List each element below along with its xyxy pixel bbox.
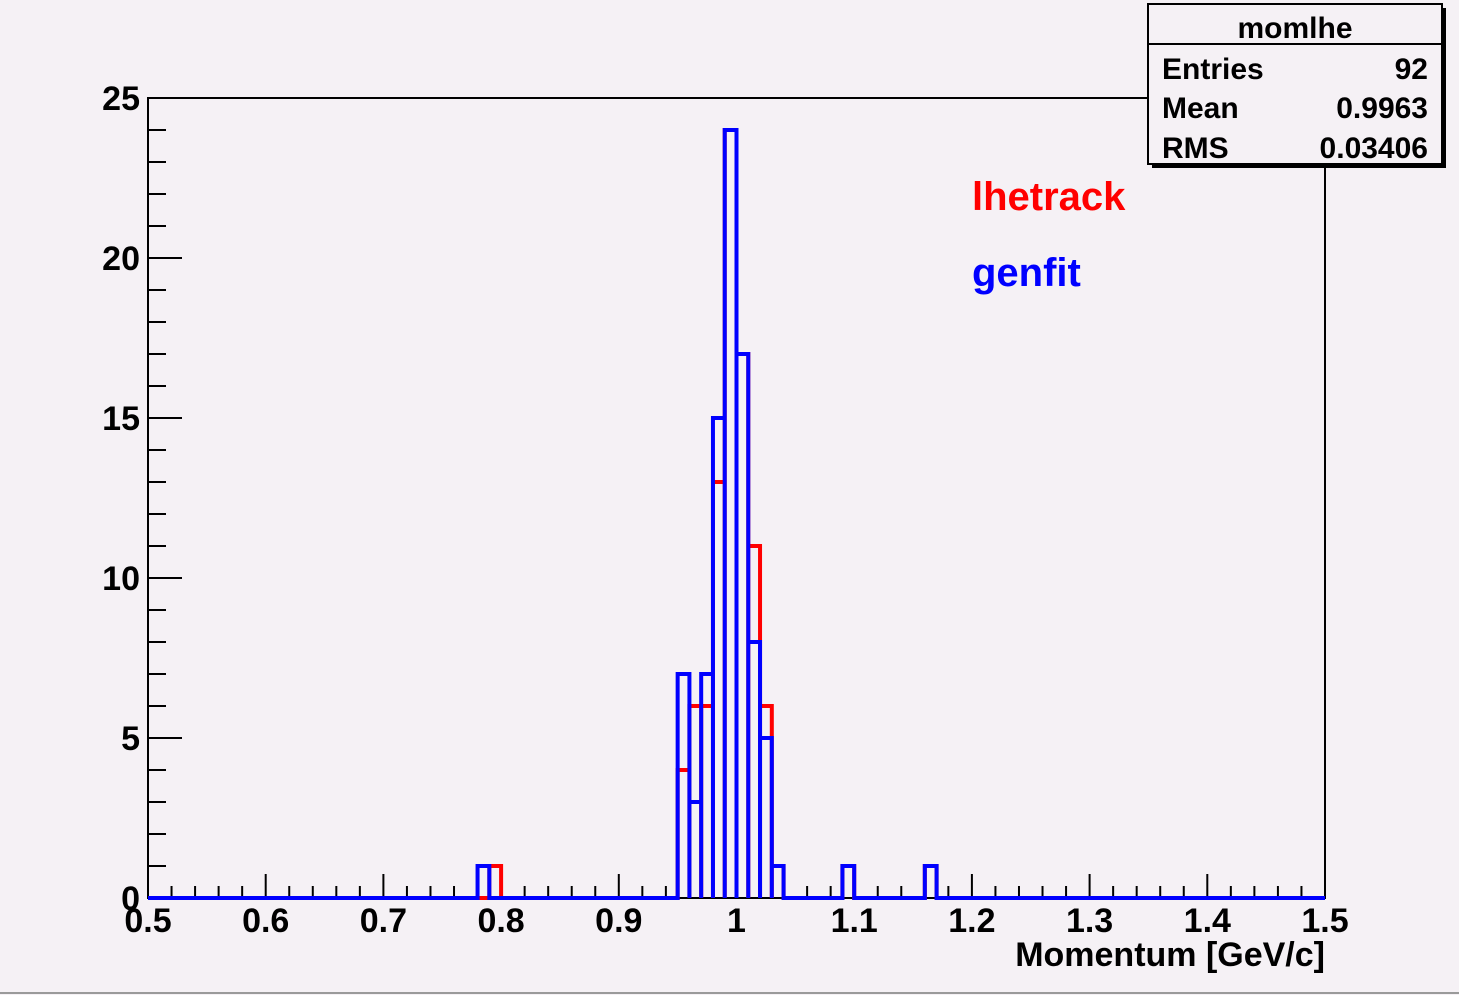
- x-tick-label: 1.5: [1301, 902, 1348, 940]
- x-tick-label: 0.6: [242, 902, 289, 940]
- stats-entries-label: Entries: [1162, 53, 1264, 86]
- x-tick-label: 1: [727, 902, 746, 940]
- x-tick-label: 1.1: [831, 902, 878, 940]
- stats-box-title: momlhe: [1237, 12, 1352, 45]
- x-tick-label: 1.4: [1184, 902, 1231, 940]
- legend-entry-genfit: genfit: [972, 251, 1081, 295]
- x-tick-label: 0.9: [595, 902, 642, 940]
- stats-box-frame: [1147, 3, 1443, 165]
- x-axis-label: Momentum [GeV/c]: [1015, 936, 1325, 974]
- series-genfit-line: [148, 128, 1325, 900]
- y-axis-tick-labels: 0 5 10 15 20 25: [102, 80, 140, 918]
- y-tick-label: 15: [102, 400, 140, 438]
- x-tick-label: 0.5: [124, 902, 171, 940]
- x-tick-label: 1.2: [948, 902, 995, 940]
- stats-mean-value: 0.9963: [1336, 92, 1428, 125]
- stats-box: momlhe Entries 92 Mean 0.9963 RMS 0.0340…: [1147, 3, 1446, 168]
- y-tick-label: 0: [121, 880, 140, 918]
- y-tick-label: 5: [121, 720, 140, 758]
- y-tick-label: 20: [102, 240, 140, 278]
- y-tick-label: 10: [102, 560, 140, 598]
- y-axis-ticks: [148, 97, 182, 899]
- stats-rms-label: RMS: [1162, 132, 1229, 165]
- stats-rms-value: 0.03406: [1320, 132, 1428, 165]
- y-tick-label: 25: [102, 80, 140, 118]
- stats-mean-label: Mean: [1162, 92, 1239, 125]
- x-tick-label: 0.8: [477, 902, 524, 940]
- legend-entry-lhetrack: lhetrack: [972, 175, 1126, 219]
- x-axis-tick-labels: 0.5 0.6 0.7 0.8 0.9 1 1.1 1.2 1.3 1.4 1.5: [124, 902, 1348, 940]
- x-tick-label: 1.3: [1066, 902, 1113, 940]
- x-tick-label: 0.7: [360, 902, 407, 940]
- stats-entries-value: 92: [1395, 53, 1428, 86]
- histogram-series: [148, 128, 1325, 900]
